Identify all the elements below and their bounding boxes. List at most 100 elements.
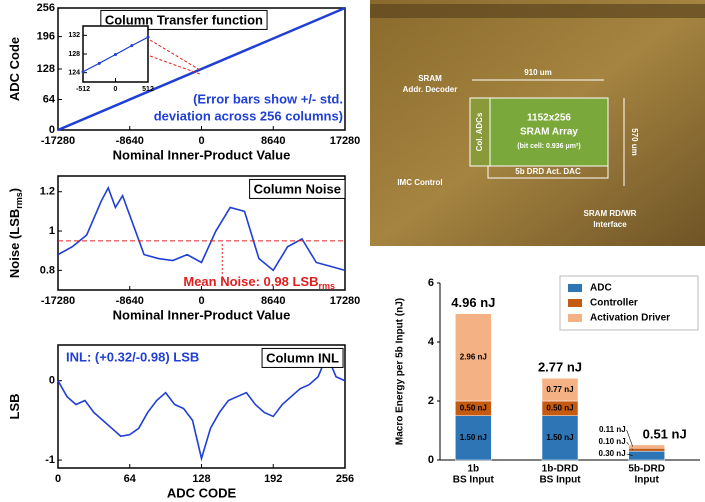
inset-point	[82, 70, 85, 73]
y-tick-label: 6	[428, 277, 434, 289]
legend-swatch	[568, 299, 582, 307]
chip-label: 1152x256	[527, 113, 571, 124]
x-tick-label: -17280	[41, 295, 75, 307]
chip-label: Interface	[593, 220, 627, 229]
annotation: (Error bars show +/- std.	[193, 91, 343, 106]
y-tick-label: 0	[49, 124, 55, 136]
y-axis-label: Macro Energy per 5b Input (nJ)	[395, 298, 406, 445]
value-label: 0.10 nJ	[599, 437, 626, 446]
chip-label: Addr. Decoder	[403, 85, 458, 94]
annotation-sub: rms	[318, 281, 335, 291]
y-axis-label: ADC Code	[7, 37, 22, 101]
value-label: 0.50 nJ	[460, 403, 487, 412]
value-label: 2.96 nJ	[460, 352, 487, 361]
y-tick-label: 124	[68, 70, 80, 77]
annotation: Mean Noise: 0.98 LSBrms	[183, 274, 335, 291]
label-leader	[627, 430, 633, 447]
value-label: 1.50 nJ	[460, 433, 487, 442]
annotation-part: Mean Noise: 0.98 LSB	[183, 274, 318, 289]
x-axis-label: ADC CODE	[167, 485, 237, 500]
x-tick-sublabel: BS Input	[453, 475, 495, 486]
figure: 910 um 570 um SRAM Addr. Decoder 1152x25…	[0, 0, 705, 502]
total-label: 2.77 nJ	[538, 360, 582, 375]
y-tick-label: -1	[45, 454, 55, 466]
bar-segment	[629, 451, 665, 460]
x-tick-sublabel: BS Input	[539, 475, 581, 486]
x-tick-label: 0	[55, 473, 61, 485]
legend-label: Activation Driver	[590, 313, 670, 324]
chip-label: 910 um	[524, 68, 552, 77]
x-tick-label: 0	[198, 295, 204, 307]
y-tick-label: 0.8	[40, 264, 55, 276]
y-tick-label: 128	[68, 51, 80, 58]
chip-label: 5b DRD Act. DAC	[515, 167, 581, 176]
y-axis-label: LSB	[7, 394, 22, 420]
y-tick-label: 0	[49, 375, 55, 387]
y-axis-label-part: LSB	[7, 394, 22, 420]
annotation: deviation across 256 columns)	[154, 108, 343, 123]
y-axis-label-part: Noise (LSB	[7, 209, 22, 278]
x-tick-label: 17280	[330, 295, 361, 307]
total-label: 4.96 nJ	[451, 295, 495, 310]
x-tick-label: 64	[124, 473, 137, 485]
inset-point	[114, 53, 117, 56]
pad-row	[370, 4, 705, 18]
value-label: 0.50 nJ	[546, 403, 573, 412]
y-tick-label: 2	[428, 395, 434, 407]
value-label: 1.50 nJ	[546, 433, 573, 442]
inset-point	[147, 36, 150, 39]
x-tick-label: 512	[142, 86, 154, 93]
inset-point	[98, 62, 101, 65]
value-label: 0.11 nJ	[599, 425, 626, 434]
y-axis-label: Noise (LSBrms)	[7, 188, 24, 278]
chip-label: IMC Control	[397, 178, 442, 187]
y-axis-label-part: ADC Code	[7, 37, 22, 101]
inset-point	[130, 44, 133, 47]
x-axis-label: Nominal Inner-Product Value	[113, 147, 291, 162]
y-tick-label: 64	[43, 93, 56, 105]
y-tick-label: 4	[428, 336, 435, 348]
x-tick-label: 192	[264, 473, 282, 485]
x-tick-label: -512	[76, 86, 90, 93]
panel-title: Column Transfer function	[105, 12, 263, 27]
y-tick-label: 1	[49, 225, 55, 237]
y-axis-label-part: )	[7, 188, 22, 192]
x-tick-label: -8640	[116, 295, 144, 307]
x-tick-label: 8640	[261, 295, 285, 307]
legend-label: ADC	[590, 283, 612, 294]
x-tick-sublabel: Input	[634, 475, 659, 486]
value-label: 0.30 nJ	[599, 449, 626, 458]
x-tick-label: 0	[198, 135, 204, 147]
y-tick-label: 0	[428, 454, 434, 466]
chip-label: Col. ADCs	[475, 112, 484, 151]
x-tick-label: 256	[336, 473, 354, 485]
panel-title: Column INL	[266, 350, 339, 365]
y-tick-label: 132	[68, 32, 80, 39]
chip-label: 570 um	[630, 128, 639, 156]
value-label: 0.77 nJ	[546, 385, 573, 394]
chip-label: SRAM	[418, 74, 442, 83]
y-tick-label: 256	[37, 2, 55, 14]
annotation: INL: (+0.32/-0.98) LSB	[66, 349, 199, 364]
x-tick-label: 1b-DRD	[542, 464, 579, 475]
y-tick-label: 196	[37, 31, 55, 43]
panel-title: Column Noise	[254, 181, 341, 196]
x-tick-label: 17280	[330, 135, 361, 147]
x-tick-label: -17280	[41, 135, 75, 147]
legend-swatch	[568, 314, 582, 322]
y-tick-label: 1.2	[40, 186, 55, 198]
y-axis-label-sub: rms	[14, 192, 24, 209]
chip-label: SRAM Array	[520, 127, 578, 138]
x-tick-label: 8640	[261, 135, 285, 147]
chip-label: (bit cell: 0.936 μm²)	[517, 143, 580, 150]
chip-label: SRAM RD/WR	[584, 209, 637, 218]
chip-photo: 910 um 570 um SRAM Addr. Decoder 1152x25…	[370, 0, 705, 246]
total-label: 0.51 nJ	[643, 426, 687, 441]
legend-swatch	[568, 284, 582, 292]
bar-segment	[629, 445, 665, 448]
x-tick-label: 1b	[467, 464, 479, 475]
x-tick-label: 128	[192, 473, 210, 485]
legend-label: Controller	[590, 298, 638, 309]
x-tick-label: -8640	[116, 135, 144, 147]
x-axis-label: Nominal Inner-Product Value	[113, 307, 291, 322]
